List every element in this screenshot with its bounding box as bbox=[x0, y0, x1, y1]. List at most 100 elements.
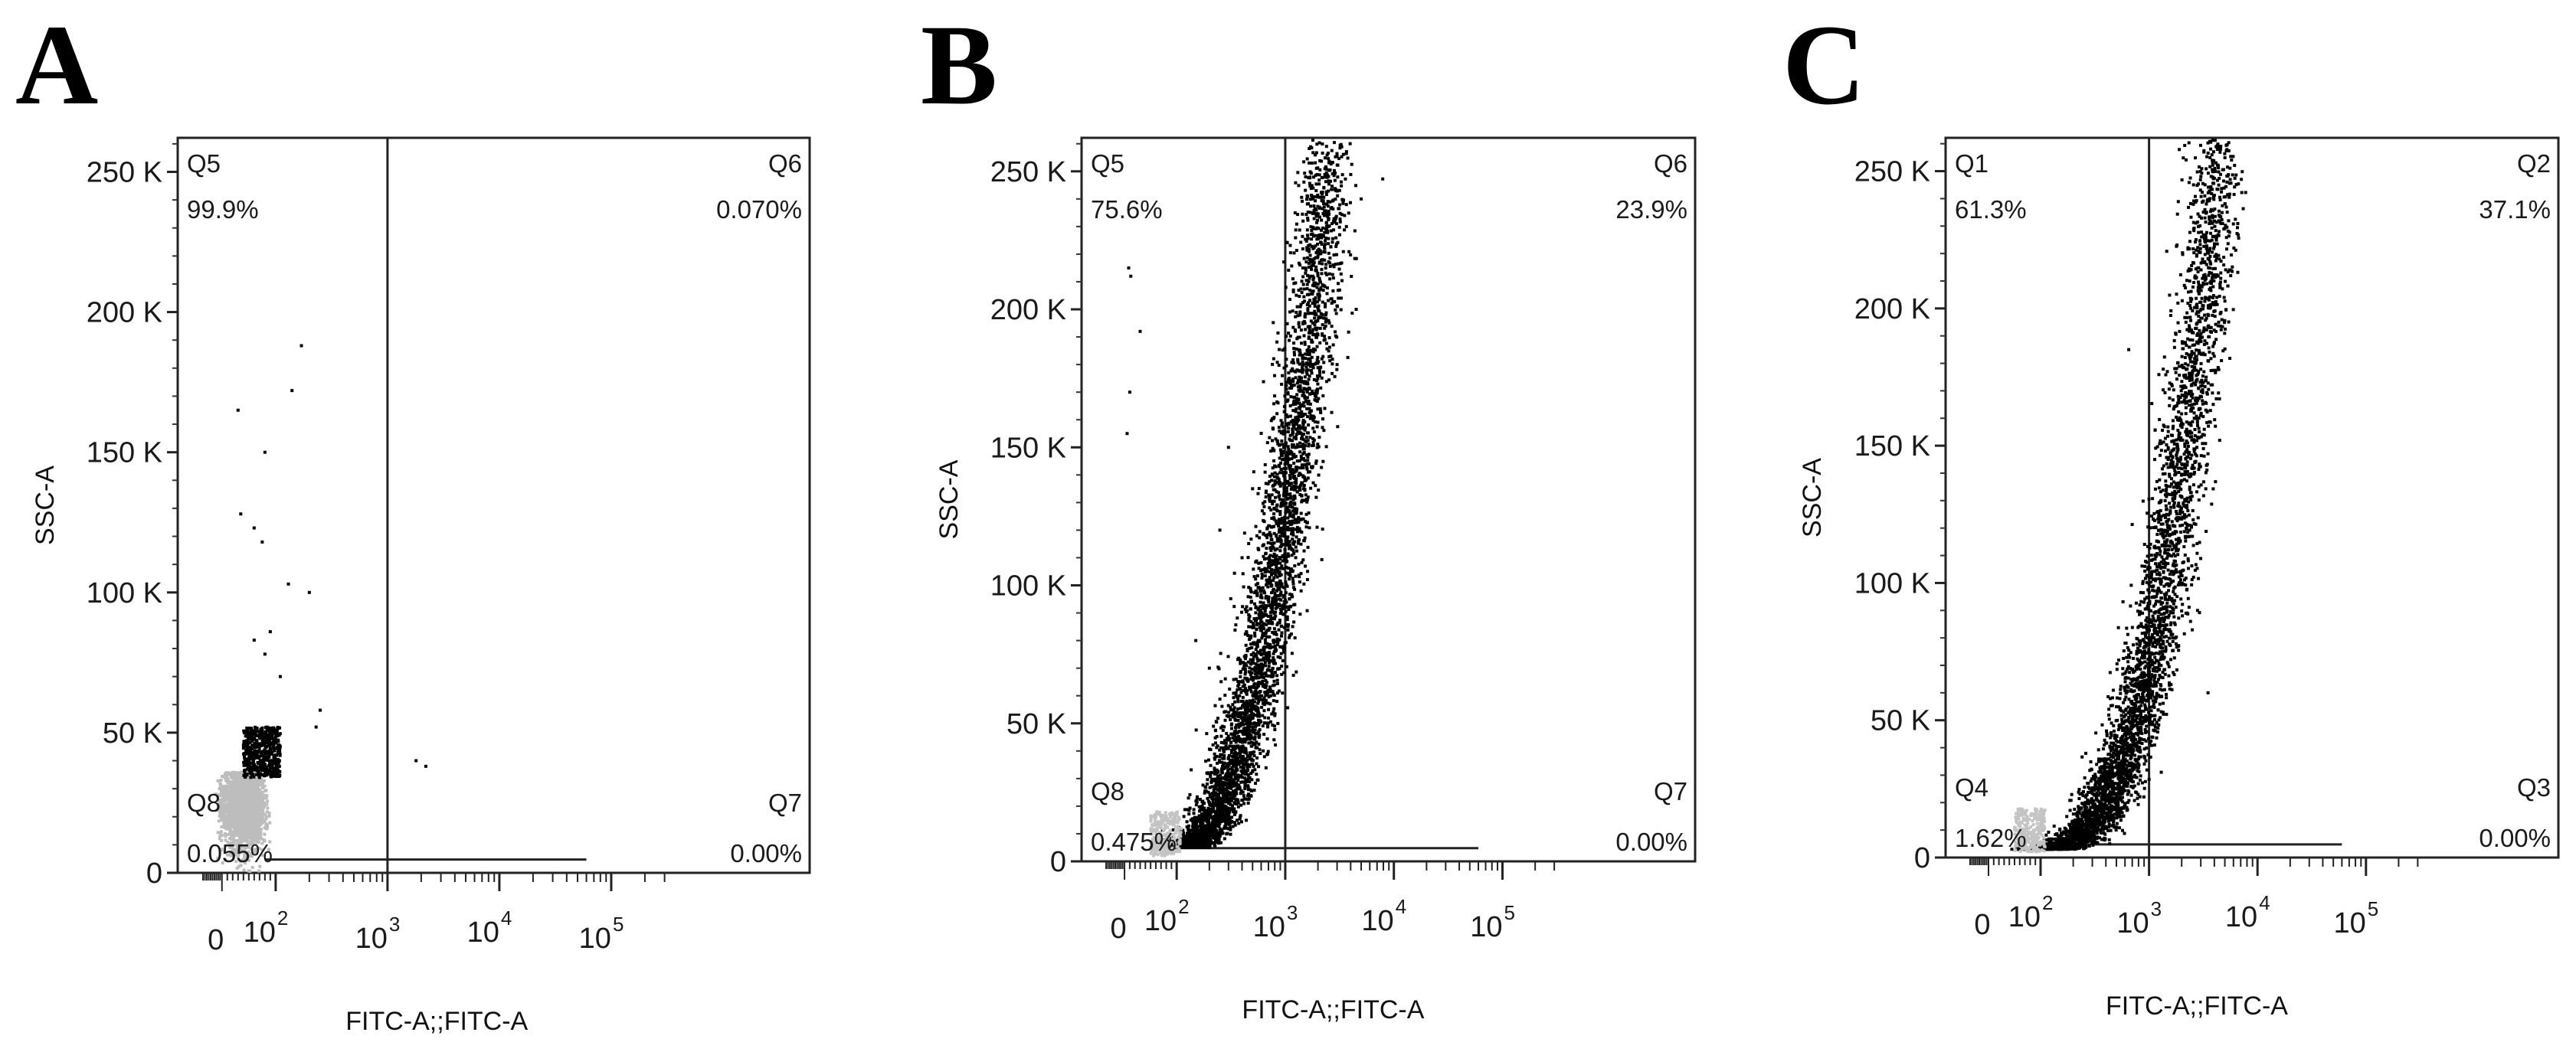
event-point bbox=[245, 815, 249, 819]
event-point bbox=[1322, 361, 1326, 364]
event-point bbox=[1301, 368, 1305, 372]
event-point bbox=[1316, 407, 1320, 411]
event-point bbox=[1281, 691, 1285, 695]
event-point bbox=[1245, 794, 1249, 798]
event-point bbox=[1272, 738, 1276, 742]
event-point bbox=[1344, 224, 1348, 228]
event-point bbox=[1324, 167, 1328, 171]
event-point bbox=[1317, 141, 1321, 145]
event-point bbox=[1347, 330, 1350, 334]
event-point bbox=[216, 856, 220, 860]
event-point bbox=[1320, 195, 1324, 199]
event-point bbox=[263, 813, 267, 817]
panel-letter: B bbox=[921, 2, 997, 129]
event-point bbox=[253, 749, 257, 753]
event-point bbox=[1255, 656, 1259, 660]
event-point bbox=[1272, 499, 1276, 503]
event-point bbox=[1285, 451, 1289, 455]
event-point bbox=[1285, 521, 1289, 524]
event-point bbox=[244, 787, 247, 791]
event-point bbox=[239, 512, 243, 516]
event-point bbox=[1274, 640, 1278, 644]
event-point bbox=[226, 798, 230, 802]
event-point bbox=[1311, 426, 1315, 430]
event-point bbox=[263, 839, 267, 843]
event-point bbox=[1294, 466, 1298, 469]
event-point bbox=[254, 790, 258, 794]
event-point bbox=[1276, 593, 1280, 597]
event-point bbox=[1307, 345, 1311, 348]
event-point bbox=[242, 792, 246, 796]
event-point bbox=[1218, 776, 1222, 780]
event-point bbox=[1267, 524, 1271, 528]
event-point bbox=[252, 837, 256, 841]
event-point bbox=[1259, 569, 1263, 573]
x-tick-label: 10 bbox=[467, 916, 499, 949]
event-point bbox=[252, 729, 256, 733]
event-point bbox=[1288, 467, 1291, 471]
event-point bbox=[257, 736, 261, 740]
event-point bbox=[1324, 324, 1327, 328]
event-point bbox=[1229, 714, 1233, 718]
x-tick-exponent: 3 bbox=[1287, 901, 1298, 924]
event-point bbox=[1272, 560, 1275, 564]
event-point bbox=[250, 840, 254, 844]
event-point bbox=[270, 742, 274, 746]
event-point bbox=[242, 834, 246, 838]
event-point bbox=[1231, 703, 1235, 707]
event-point bbox=[1336, 163, 1340, 167]
event-point bbox=[1280, 533, 1284, 537]
event-point bbox=[257, 802, 260, 806]
event-point bbox=[1297, 473, 1301, 477]
event-point bbox=[216, 779, 220, 782]
event-point bbox=[253, 756, 257, 760]
event-point bbox=[1280, 423, 1284, 427]
event-point bbox=[1323, 167, 1327, 171]
event-point bbox=[1315, 345, 1319, 348]
event-point bbox=[260, 818, 263, 822]
event-point bbox=[1185, 825, 1189, 828]
event-point bbox=[1309, 392, 1313, 396]
event-point bbox=[1279, 584, 1283, 588]
event-point bbox=[1314, 188, 1318, 192]
event-point bbox=[1261, 701, 1265, 705]
event-point bbox=[1273, 495, 1277, 499]
event-point bbox=[237, 779, 241, 783]
event-point bbox=[265, 825, 269, 829]
event-point bbox=[247, 804, 251, 808]
event-point bbox=[1320, 557, 1324, 561]
event-point bbox=[237, 864, 241, 868]
event-point bbox=[269, 774, 273, 778]
event-point bbox=[233, 826, 237, 830]
event-point bbox=[235, 771, 239, 775]
event-point bbox=[1299, 589, 1303, 593]
event-point bbox=[1294, 469, 1298, 472]
event-point bbox=[1250, 645, 1254, 649]
event-point bbox=[1242, 737, 1246, 741]
event-point bbox=[1302, 400, 1306, 404]
event-point bbox=[1275, 581, 1278, 585]
event-point bbox=[1285, 560, 1289, 564]
event-point bbox=[1337, 225, 1341, 229]
event-point bbox=[241, 802, 245, 806]
event-point bbox=[1214, 802, 1218, 805]
event-point bbox=[1302, 160, 1306, 164]
event-point bbox=[243, 741, 247, 745]
event-point bbox=[1292, 508, 1296, 512]
event-point bbox=[272, 737, 276, 741]
event-point bbox=[235, 838, 239, 842]
event-point bbox=[246, 854, 250, 858]
event-point bbox=[1209, 777, 1213, 781]
event-point bbox=[1249, 729, 1252, 733]
x-tick-exponent: 5 bbox=[613, 913, 624, 936]
event-point bbox=[1314, 462, 1318, 466]
event-point bbox=[255, 792, 259, 796]
event-point bbox=[238, 818, 242, 822]
event-point bbox=[1272, 531, 1276, 535]
event-point bbox=[1223, 804, 1226, 808]
event-point bbox=[1236, 616, 1239, 620]
event-point bbox=[267, 811, 271, 815]
event-point bbox=[231, 795, 235, 799]
event-point bbox=[1281, 613, 1285, 616]
event-point bbox=[1250, 778, 1254, 782]
